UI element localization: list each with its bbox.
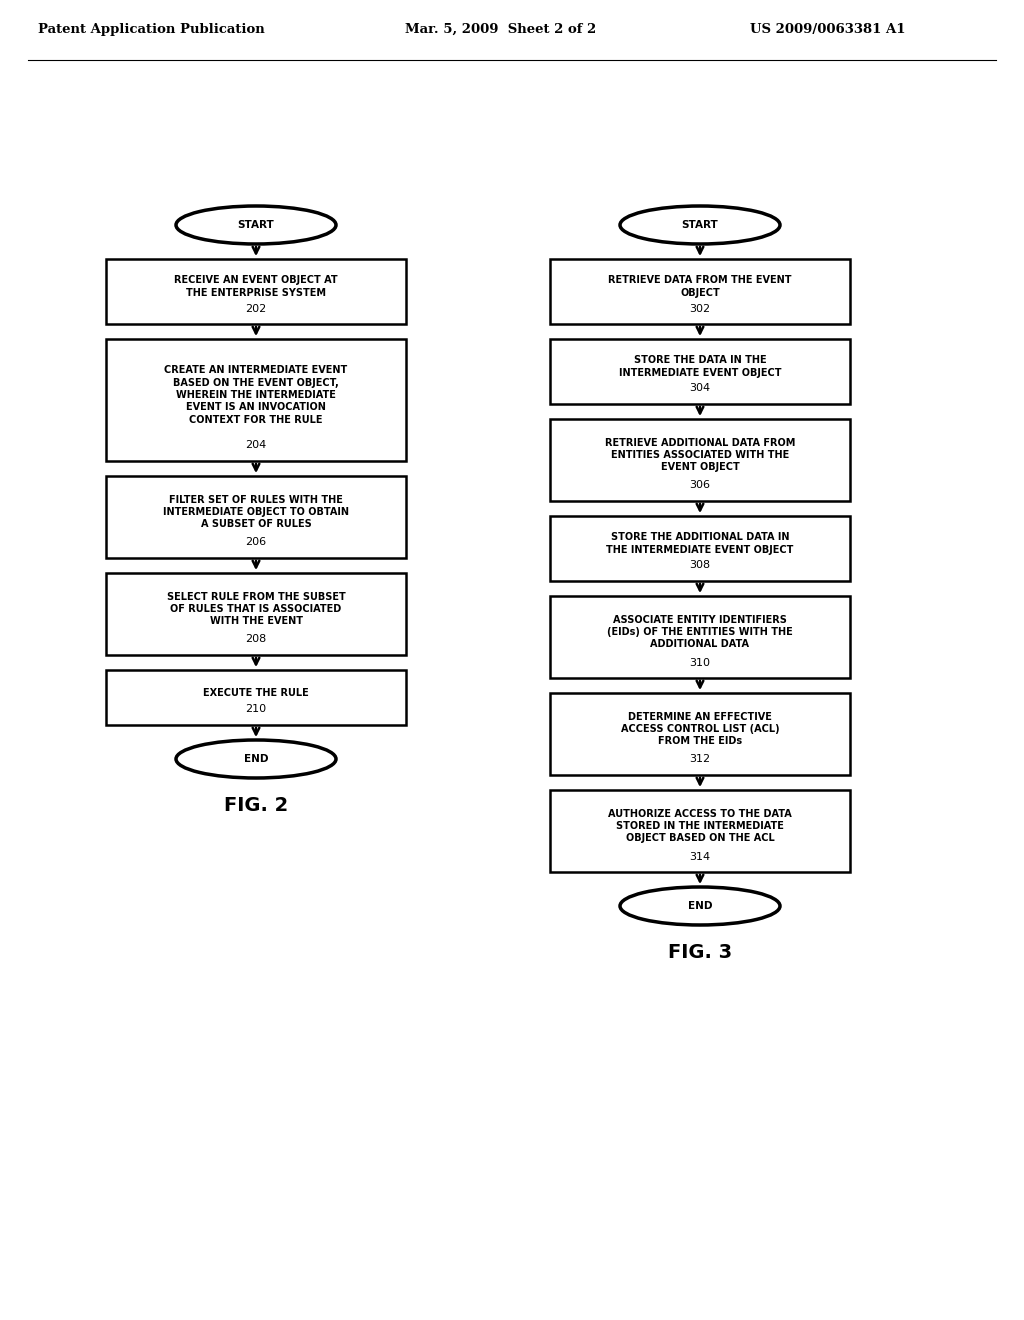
- FancyBboxPatch shape: [550, 789, 850, 873]
- Text: 210: 210: [246, 705, 266, 714]
- FancyBboxPatch shape: [106, 259, 406, 323]
- Text: FIG. 3: FIG. 3: [668, 942, 732, 962]
- Text: START: START: [682, 220, 719, 230]
- Text: Patent Application Publication: Patent Application Publication: [38, 22, 265, 36]
- FancyBboxPatch shape: [106, 573, 406, 655]
- Text: STORE THE DATA IN THE
INTERMEDIATE EVENT OBJECT: STORE THE DATA IN THE INTERMEDIATE EVENT…: [618, 355, 781, 378]
- Text: 304: 304: [689, 384, 711, 393]
- Text: FILTER SET OF RULES WITH THE
INTERMEDIATE OBJECT TO OBTAIN
A SUBSET OF RULES: FILTER SET OF RULES WITH THE INTERMEDIAT…: [163, 495, 349, 529]
- Text: US 2009/0063381 A1: US 2009/0063381 A1: [750, 22, 905, 36]
- FancyBboxPatch shape: [550, 516, 850, 581]
- Text: 206: 206: [246, 537, 266, 548]
- Text: RECEIVE AN EVENT OBJECT AT
THE ENTERPRISE SYSTEM: RECEIVE AN EVENT OBJECT AT THE ENTERPRIS…: [174, 276, 338, 298]
- Text: 202: 202: [246, 304, 266, 314]
- Text: 208: 208: [246, 635, 266, 644]
- Text: CREATE AN INTERMEDIATE EVENT
BASED ON THE EVENT OBJECT,
WHEREIN THE INTERMEDIATE: CREATE AN INTERMEDIATE EVENT BASED ON TH…: [165, 366, 347, 425]
- Text: ASSOCIATE ENTITY IDENTIFIERS
(EIDs) OF THE ENTITIES WITH THE
ADDITIONAL DATA: ASSOCIATE ENTITY IDENTIFIERS (EIDs) OF T…: [607, 615, 793, 649]
- Text: STORE THE ADDITIONAL DATA IN
THE INTERMEDIATE EVENT OBJECT: STORE THE ADDITIONAL DATA IN THE INTERME…: [606, 532, 794, 554]
- FancyBboxPatch shape: [106, 671, 406, 725]
- Text: FIG. 2: FIG. 2: [224, 796, 288, 814]
- FancyBboxPatch shape: [550, 693, 850, 775]
- Text: RETRIEVE ADDITIONAL DATA FROM
ENTITIES ASSOCIATED WITH THE
EVENT OBJECT: RETRIEVE ADDITIONAL DATA FROM ENTITIES A…: [605, 438, 796, 473]
- Text: 308: 308: [689, 561, 711, 570]
- Text: EXECUTE THE RULE: EXECUTE THE RULE: [203, 688, 309, 697]
- Text: END: END: [688, 902, 713, 911]
- Text: 306: 306: [689, 480, 711, 491]
- Text: SELECT RULE FROM THE SUBSET
OF RULES THAT IS ASSOCIATED
WITH THE EVENT: SELECT RULE FROM THE SUBSET OF RULES THA…: [167, 591, 345, 627]
- Text: 310: 310: [689, 657, 711, 668]
- FancyBboxPatch shape: [550, 259, 850, 323]
- FancyBboxPatch shape: [550, 597, 850, 678]
- Text: AUTHORIZE ACCESS TO THE DATA
STORED IN THE INTERMEDIATE
OBJECT BASED ON THE ACL: AUTHORIZE ACCESS TO THE DATA STORED IN T…: [608, 809, 792, 843]
- Text: DETERMINE AN EFFECTIVE
ACCESS CONTROL LIST (ACL)
FROM THE EIDs: DETERMINE AN EFFECTIVE ACCESS CONTROL LI…: [621, 711, 779, 746]
- FancyBboxPatch shape: [550, 418, 850, 502]
- FancyBboxPatch shape: [106, 477, 406, 558]
- Text: 314: 314: [689, 851, 711, 862]
- FancyBboxPatch shape: [550, 339, 850, 404]
- Text: Mar. 5, 2009  Sheet 2 of 2: Mar. 5, 2009 Sheet 2 of 2: [406, 22, 596, 36]
- Text: RETRIEVE DATA FROM THE EVENT
OBJECT: RETRIEVE DATA FROM THE EVENT OBJECT: [608, 276, 792, 298]
- Text: 302: 302: [689, 304, 711, 314]
- Text: 312: 312: [689, 755, 711, 764]
- Text: 204: 204: [246, 441, 266, 450]
- FancyBboxPatch shape: [106, 339, 406, 461]
- Text: START: START: [238, 220, 274, 230]
- Text: END: END: [244, 754, 268, 764]
